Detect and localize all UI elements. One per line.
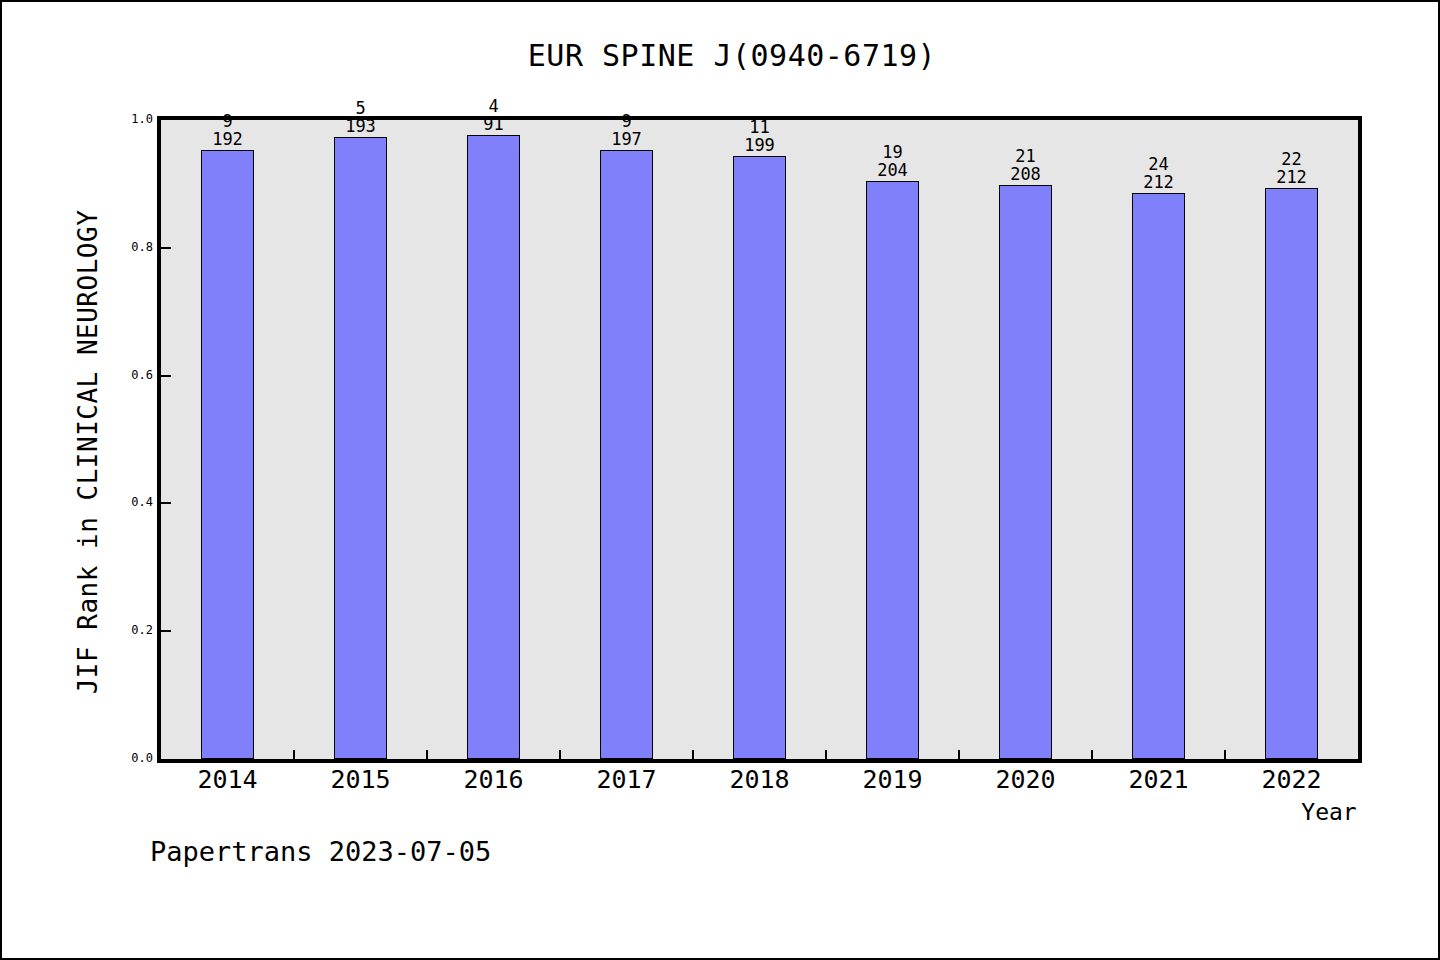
bar-value-label-2019: 19 204: [833, 143, 953, 179]
bar-value-label-2017: 9 197: [567, 112, 687, 148]
chart-page: EUR SPINE J(0940-6719) JIF Rank in CLINI…: [0, 0, 1440, 960]
x-minor-tick: [1224, 750, 1226, 759]
x-tick-label-2019: 2019: [843, 765, 943, 794]
x-tick-label-2021: 2021: [1109, 765, 1209, 794]
x-minor-tick: [958, 750, 960, 759]
y-tick-label-1.0: 1.0: [93, 112, 153, 126]
x-tick-label-2015: 2015: [311, 765, 411, 794]
plot-inner: 9 1925 1934 919 19711 19919 20421 20824 …: [161, 120, 1358, 759]
y-tick-label-0.0: 0.0: [93, 751, 153, 765]
x-tick-label-2016: 2016: [444, 765, 544, 794]
bar-value-label-2015: 5 193: [301, 99, 421, 135]
bar-2017: [600, 150, 653, 759]
y-tick-mark: [161, 502, 171, 504]
x-tick-label-2018: 2018: [710, 765, 810, 794]
bar-2022: [1265, 188, 1318, 759]
x-minor-tick: [293, 750, 295, 759]
x-minor-tick: [692, 750, 694, 759]
bar-value-label-2016: 4 91: [434, 97, 554, 133]
y-tick-label-0.8: 0.8: [93, 240, 153, 254]
y-tick-mark: [161, 247, 171, 249]
plot-area: 9 1925 1934 919 19711 19919 20421 20824 …: [157, 116, 1362, 763]
bar-2019: [866, 181, 919, 759]
x-minor-tick: [825, 750, 827, 759]
y-axis-label: JIF Rank in CLINICAL NEUROLOGY: [73, 210, 103, 695]
y-tick-label-0.4: 0.4: [93, 495, 153, 509]
watermark-text: Papertrans 2023-07-05: [150, 836, 491, 867]
x-tick-label-2017: 2017: [577, 765, 677, 794]
x-minor-tick: [1091, 750, 1093, 759]
bar-value-label-2020: 21 208: [966, 147, 1086, 183]
bar-2018: [733, 156, 786, 759]
x-axis-label: Year: [1284, 799, 1374, 825]
x-tick-label-2014: 2014: [178, 765, 278, 794]
y-tick-mark: [161, 375, 171, 377]
bar-value-label-2022: 22 212: [1232, 150, 1352, 186]
y-tick-label-0.6: 0.6: [93, 368, 153, 382]
x-tick-label-2020: 2020: [976, 765, 1076, 794]
y-tick-label-0.2: 0.2: [93, 623, 153, 637]
bar-2015: [334, 137, 387, 759]
bar-2021: [1132, 193, 1185, 759]
bar-2016: [467, 135, 520, 759]
x-minor-tick: [559, 750, 561, 759]
bar-2014: [201, 150, 254, 759]
bar-value-label-2018: 11 199: [700, 118, 820, 154]
bar-value-label-2014: 9 192: [168, 112, 288, 148]
x-tick-label-2022: 2022: [1242, 765, 1342, 794]
x-minor-tick: [426, 750, 428, 759]
bar-2020: [999, 185, 1052, 759]
bar-value-label-2021: 24 212: [1099, 155, 1219, 191]
chart-title: EUR SPINE J(0940-6719): [102, 38, 1362, 73]
y-tick-mark: [161, 630, 171, 632]
